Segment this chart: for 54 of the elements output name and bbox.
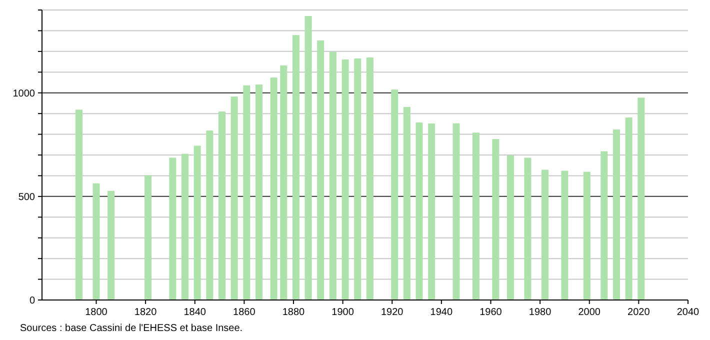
x-tick-label: 2020 — [628, 307, 650, 318]
bar — [403, 106, 410, 300]
x-tick-label: 1880 — [282, 307, 306, 318]
x-tick-label: 1980 — [528, 307, 552, 318]
bar — [206, 130, 214, 300]
bar — [428, 124, 436, 300]
bar — [416, 122, 423, 300]
bar — [292, 35, 300, 300]
x-tick-label: 2040 — [676, 307, 700, 318]
bar — [561, 170, 568, 300]
x-tick-label: 1960 — [480, 307, 502, 318]
bar — [182, 154, 189, 300]
bar — [75, 110, 82, 300]
y-tick-label: 0 — [29, 296, 36, 306]
bar — [354, 58, 362, 300]
bar — [280, 66, 288, 300]
bar — [638, 98, 645, 300]
bar — [144, 175, 152, 300]
x-tick-label: 1800 — [85, 307, 108, 318]
x-tick-label: 1820 — [134, 307, 158, 318]
bar — [492, 139, 500, 300]
bar — [255, 84, 262, 300]
bar — [342, 60, 349, 300]
x-tick-label: 1900 — [332, 307, 354, 318]
x-tick-label: 1940 — [430, 307, 453, 318]
bar — [304, 16, 312, 300]
bar — [625, 118, 632, 300]
bar — [194, 146, 201, 300]
bar — [524, 158, 532, 300]
bar — [391, 90, 398, 300]
bar — [92, 183, 100, 300]
source-note: Sources : base Cassini de l'EHESS et base Insee. — [20, 323, 243, 334]
y-tick-label: 1000 — [12, 88, 36, 100]
bar — [366, 57, 374, 300]
bar — [506, 155, 514, 300]
bar — [108, 190, 115, 300]
bar — [329, 52, 336, 300]
bar — [583, 172, 590, 300]
bar — [600, 151, 608, 300]
x-tick-label: 1840 — [184, 307, 206, 318]
bar — [472, 132, 480, 300]
x-tick-label: 1920 — [380, 307, 404, 318]
bar — [169, 158, 176, 300]
bar — [230, 96, 238, 300]
x-tick-label: 1860 — [233, 307, 256, 318]
bar — [612, 130, 620, 300]
x-tick-label: 2000 — [578, 307, 601, 318]
bar — [243, 85, 250, 300]
bar — [317, 40, 324, 300]
y-tick-label: 500 — [18, 192, 36, 203]
bar — [541, 170, 548, 300]
bar — [218, 112, 226, 300]
bar — [452, 123, 460, 300]
bar — [270, 78, 278, 300]
